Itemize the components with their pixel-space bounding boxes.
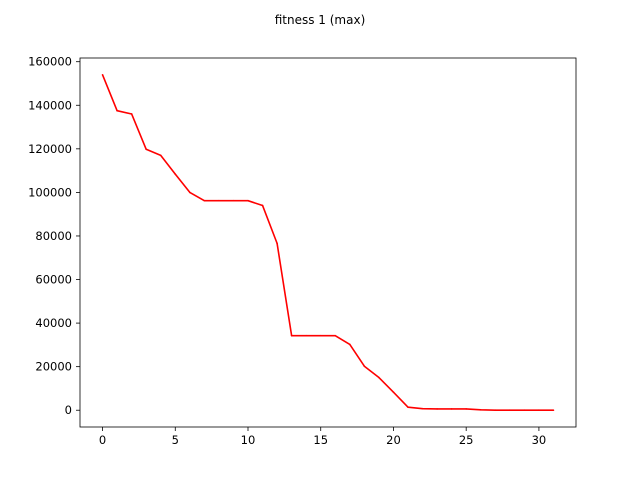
data-point [494,409,497,412]
series-layer [101,73,555,412]
y-tick-label: 140000 [28,98,72,112]
x-tick-label: 20 [386,433,401,447]
y-tick-label: 80000 [35,229,72,243]
data-point [538,409,540,412]
data-point [174,173,177,175]
data-point [479,408,482,411]
y-tick-label: 60000 [35,273,72,287]
data-point [392,391,395,393]
data-point [261,204,264,207]
data-point [349,343,351,346]
data-point [232,199,235,202]
y-tick-label: 20000 [35,360,72,374]
x-tick-label: 5 [172,433,179,447]
y-tick-label: 0 [65,403,72,417]
data-point [189,191,191,194]
data-point [247,199,249,202]
x-tick-label: 10 [241,433,256,447]
data-point [436,408,438,410]
y-tick-label: 100000 [28,185,72,199]
data-point [203,199,206,202]
y-tick-label: 160000 [28,55,72,69]
data-point [363,365,366,368]
data-point [305,334,307,337]
data-point [509,409,511,412]
x-tick-label: 0 [99,433,106,447]
data-point [407,406,409,408]
data-point [276,242,278,245]
data-point [552,409,555,412]
axes: 0 5 10 15 20 25 30 0 20000 40000 60000 80000 100000 1… [28,55,577,447]
data-point [130,113,133,115]
series-line-0 [101,74,554,412]
y-tick-label: 120000 [28,142,72,156]
plot-frame [79,57,577,428]
data-point [290,334,293,337]
data-point [378,376,380,379]
chart-title: fitness 1 (max) [275,13,366,27]
data-point [319,334,322,337]
data-point [465,408,467,410]
data-point [523,409,526,412]
data-point [159,154,162,157]
data-point [421,407,424,410]
data-point [145,148,147,151]
data-point [101,73,104,76]
data-point [218,199,220,202]
data-point [450,408,453,410]
y-tick-label: 40000 [35,316,72,330]
x-tick-label: 15 [313,433,328,447]
x-tick-label: 25 [459,433,474,447]
data-point [116,109,118,112]
x-tick-label: 30 [532,433,547,447]
data-point [334,334,337,337]
